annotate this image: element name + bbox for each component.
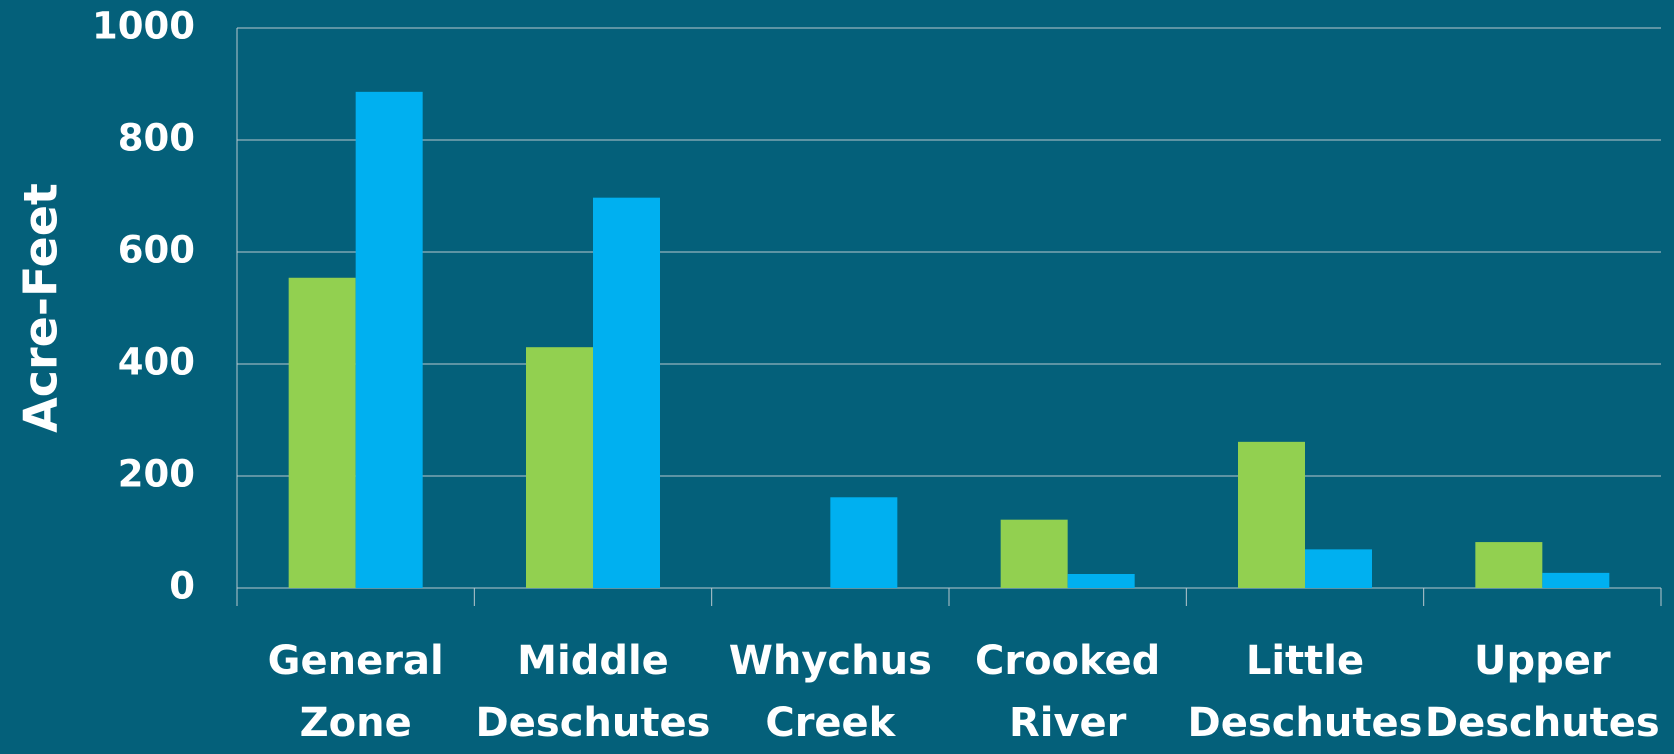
x-tick-label: General Zone	[267, 638, 444, 746]
y-tick-label: 400	[118, 341, 195, 384]
bar	[355, 91, 423, 588]
bar	[830, 497, 898, 588]
bar	[593, 197, 660, 588]
y-tick-label: 200	[118, 453, 195, 496]
bar	[1238, 441, 1305, 588]
y-tick-label: 800	[118, 117, 195, 160]
bar	[288, 277, 356, 588]
x-tick-label: Upper Deschutes	[1424, 638, 1660, 746]
y-tick-label: 1000	[92, 5, 195, 48]
x-tick-label: Little Deschutes	[1187, 638, 1423, 746]
y-tick-label: 600	[118, 229, 195, 272]
bar	[526, 347, 593, 588]
bar	[1542, 572, 1610, 588]
x-tick-label: Crooked River	[974, 638, 1161, 746]
x-tick-label: Middle Deschutes	[475, 638, 711, 746]
bar	[1475, 542, 1543, 588]
bar	[1067, 574, 1135, 588]
y-axis-label: Acre-Feet	[14, 183, 68, 433]
bar	[1305, 549, 1372, 588]
y-tick-label: 0	[169, 565, 195, 608]
x-tick-label: Whychus Creek	[728, 638, 932, 746]
bar	[1000, 519, 1068, 588]
